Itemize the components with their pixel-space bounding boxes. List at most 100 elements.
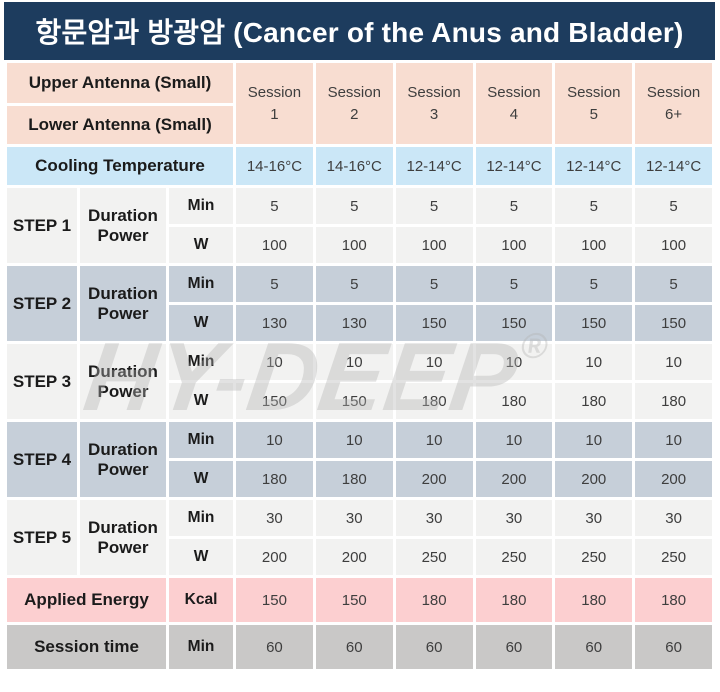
step-2-label: STEP 2 (7, 266, 77, 341)
step-3-min-value: 10 (315, 344, 393, 380)
step-3-duration-power-label: Duration Power (80, 344, 166, 419)
session-word: Session (487, 83, 541, 101)
step-2-watt-value: 150 (555, 305, 633, 341)
step-2-duration-power-label: Duration Power (80, 266, 166, 341)
cooling-value: 14-16°C (315, 147, 393, 185)
kcal-unit-label: Kcal (169, 578, 234, 622)
watt-unit-label: W (169, 305, 234, 341)
step-5-min-value: 30 (475, 500, 553, 536)
power-label: Power (97, 225, 149, 245)
step-4-watt-value: 180 (315, 461, 393, 497)
step-4-min-value: 10 (475, 422, 553, 458)
step-5-watt-value: 250 (635, 539, 712, 575)
step-3-min-value: 10 (395, 344, 473, 380)
step-2-min-value: 5 (236, 266, 313, 302)
step-5-watt-value: 250 (555, 539, 633, 575)
duration-label: Duration (88, 283, 158, 303)
session-2-header: Session 2 (315, 63, 393, 144)
step-1-duration-power-label: Duration Power (80, 188, 166, 263)
step-5-label: STEP 5 (7, 500, 77, 575)
step-4-min-value: 10 (236, 422, 313, 458)
step-3-min-value: 10 (475, 344, 553, 380)
duration-label: Duration (88, 361, 158, 381)
watt-unit-label: W (169, 461, 234, 497)
watt-unit-label: W (169, 383, 234, 419)
step-1-watt-value: 100 (395, 227, 473, 263)
lower-antenna-label: Lower Antenna (Small) (7, 106, 234, 144)
step-1-min-value: 5 (236, 188, 313, 224)
min-unit-label: Min (169, 188, 234, 224)
cooling-value: 12-14°C (555, 147, 633, 185)
cooling-temperature-label: Cooling Temperature (7, 147, 234, 185)
step-4-watt-value: 180 (236, 461, 313, 497)
step-2-min-value: 5 (315, 266, 393, 302)
min-unit-label: Min (169, 266, 234, 302)
step-5-min-value: 30 (635, 500, 712, 536)
session-time-value: 60 (475, 625, 553, 669)
page-title: 항문암과 방광암 (Cancer of the Anus and Bladder… (35, 17, 684, 48)
power-label: Power (97, 303, 149, 323)
step-3-watt-value: 180 (475, 383, 553, 419)
step-1-watt-value: 100 (236, 227, 313, 263)
step-1-watt-value: 100 (635, 227, 712, 263)
step-5-min-value: 30 (315, 500, 393, 536)
applied-energy-label: Applied Energy (7, 578, 166, 622)
step-3-watt-value: 180 (555, 383, 633, 419)
upper-antenna-label: Upper Antenna (Small) (7, 63, 234, 103)
step-4-watt-value: 200 (395, 461, 473, 497)
power-label: Power (97, 459, 149, 479)
session-word: Session (567, 83, 621, 101)
step-5-watt-value: 200 (315, 539, 393, 575)
step-5-watt-value: 250 (475, 539, 553, 575)
title-bar: 항문암과 방광암 (Cancer of the Anus and Bladder… (4, 2, 715, 60)
step-5-min-value: 30 (555, 500, 633, 536)
step-3-watt-value: 150 (236, 383, 313, 419)
step-1-min-value: 5 (315, 188, 393, 224)
step-4-min-value: 10 (395, 422, 473, 458)
duration-label: Duration (88, 439, 158, 459)
step-4-min-value: 10 (635, 422, 712, 458)
session-5-header: Session 5 (555, 63, 633, 144)
step-1-min-value: 5 (555, 188, 633, 224)
step-1-min-value: 5 (635, 188, 712, 224)
applied-energy-value: 150 (315, 578, 393, 622)
step-4-min-value: 10 (315, 422, 393, 458)
step-5-min-value: 30 (395, 500, 473, 536)
step-2-watt-value: 150 (395, 305, 473, 341)
session-word: Session (327, 83, 381, 101)
session-3-header: Session 3 (395, 63, 473, 144)
step-5-watt-value: 250 (395, 539, 473, 575)
step-4-min-value: 10 (555, 422, 633, 458)
applied-energy-value: 180 (475, 578, 553, 622)
step-2-min-value: 5 (395, 266, 473, 302)
step-3-watt-value: 180 (395, 383, 473, 419)
session-1-header: Session 1 (236, 63, 313, 144)
session-word: Session (646, 83, 701, 101)
step-3-min-value: 10 (635, 344, 712, 380)
session-number: 2 (350, 105, 359, 123)
applied-energy-value: 180 (395, 578, 473, 622)
cooling-value: 12-14°C (475, 147, 553, 185)
step-1-label: STEP 1 (7, 188, 77, 263)
min-unit-label: Min (169, 344, 234, 380)
session-time-value: 60 (236, 625, 313, 669)
step-3-watt-value: 150 (315, 383, 393, 419)
session-number: 3 (429, 105, 439, 123)
step-4-watt-value: 200 (475, 461, 553, 497)
protocol-table: Upper Antenna (Small) Session 1 Session … (4, 60, 715, 672)
session-number: 4 (509, 105, 519, 123)
step-3-watt-value: 180 (635, 383, 712, 419)
applied-energy-value: 150 (236, 578, 313, 622)
applied-energy-value: 180 (555, 578, 633, 622)
session-number: 1 (270, 105, 279, 123)
step-2-watt-value: 130 (315, 305, 393, 341)
step-2-min-value: 5 (635, 266, 712, 302)
step-4-watt-value: 200 (555, 461, 633, 497)
cooling-value: 14-16°C (236, 147, 313, 185)
step-2-min-value: 5 (475, 266, 553, 302)
protocol-page: 항문암과 방광암 (Cancer of the Anus and Bladder… (4, 2, 715, 672)
step-2-min-value: 5 (555, 266, 633, 302)
step-2-watt-value: 150 (635, 305, 712, 341)
session-6plus-header: Session 6+ (635, 63, 712, 144)
session-time-value: 60 (395, 625, 473, 669)
